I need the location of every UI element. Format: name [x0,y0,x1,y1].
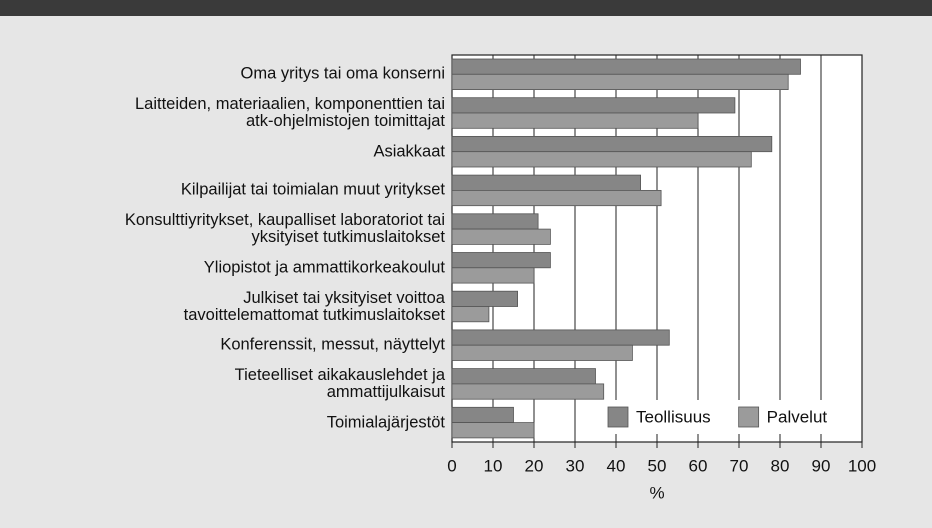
bar [451,228,551,245]
x-tick-label: 80 [771,456,790,475]
bar [451,213,539,230]
bar [451,174,642,191]
legend-label: Palvelut [767,407,828,426]
bar [451,189,662,207]
x-tick-label: 30 [566,456,585,475]
x-tick-label: 90 [812,456,831,475]
category-label: Yliopistot ja ammattikorkeakoulut [203,258,445,277]
bar [451,97,736,114]
x-tick-label: 40 [607,456,626,475]
category-label: Oma yritys tai oma konserni [240,64,445,83]
category-label: Tieteelliset aikakauslehdet ja ammattiju… [234,365,445,401]
bar [451,406,514,423]
legend-swatch [738,406,760,428]
category-label: Konsulttiyritykset, kaupalliset laborato… [124,211,445,247]
x-tick-label: 10 [484,456,503,475]
bar [451,422,535,439]
x-tick-label: 100 [848,456,876,475]
legend-swatch [607,406,629,428]
bar [451,252,551,269]
bar [451,344,633,361]
category-label: Kilpailijat tai toimialan muut yritykset [180,180,445,199]
x-tick-label: 70 [730,456,749,475]
x-tick-label: 20 [525,456,544,475]
bar [451,368,596,385]
bar [451,135,773,153]
category-label: Laitteiden, materiaalien, komponenttien … [134,95,445,131]
category-label: Toimialajärjestöt [326,413,445,432]
legend-label: Teollisuus [636,407,711,426]
bar [451,329,670,346]
bar [451,58,801,75]
category-label: Julkiset tai yksityiset voittoa tavoitte… [183,288,445,324]
bar [451,306,490,323]
x-tick-label: 50 [648,456,667,475]
bar [451,290,518,307]
bar [451,73,789,91]
bar [451,267,535,284]
category-label: Asiakkaat [373,142,445,161]
x-tick-label: 60 [689,456,708,475]
bar [451,112,699,129]
category-label: Konferenssit, messut, näyttelyt [220,335,445,354]
legend-box [602,400,856,434]
top-band [0,0,932,16]
bar [451,383,605,400]
x-axis-label: % [649,483,664,502]
x-tick-label: 0 [447,456,456,475]
bar [451,151,752,168]
